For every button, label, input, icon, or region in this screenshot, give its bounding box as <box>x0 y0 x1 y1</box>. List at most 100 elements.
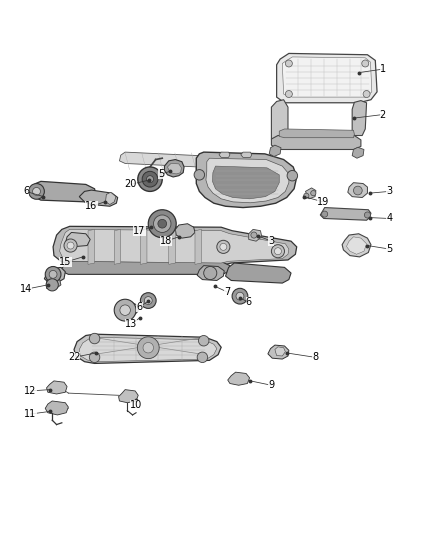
Text: 5: 5 <box>158 169 165 179</box>
Polygon shape <box>120 152 258 169</box>
Polygon shape <box>277 53 377 103</box>
Polygon shape <box>352 147 364 158</box>
Circle shape <box>145 297 152 304</box>
Polygon shape <box>228 372 250 385</box>
Circle shape <box>272 245 285 258</box>
Polygon shape <box>197 265 224 280</box>
Text: 16: 16 <box>85 201 98 211</box>
Circle shape <box>286 60 292 67</box>
Text: 6: 6 <box>23 187 29 196</box>
Circle shape <box>311 190 316 196</box>
Text: 6: 6 <box>137 302 143 312</box>
Circle shape <box>232 288 248 304</box>
Circle shape <box>143 343 153 353</box>
Circle shape <box>251 232 257 238</box>
Polygon shape <box>272 135 361 149</box>
Polygon shape <box>275 347 286 356</box>
Text: 2: 2 <box>380 110 386 119</box>
Polygon shape <box>175 224 195 238</box>
Polygon shape <box>272 100 288 149</box>
Circle shape <box>158 220 166 228</box>
Text: 19: 19 <box>317 197 329 207</box>
Polygon shape <box>320 207 371 220</box>
Polygon shape <box>60 229 289 263</box>
Text: 18: 18 <box>159 236 172 246</box>
Polygon shape <box>44 268 65 283</box>
Circle shape <box>67 242 74 249</box>
Circle shape <box>153 215 171 232</box>
Text: 3: 3 <box>268 236 275 246</box>
Text: 9: 9 <box>268 380 275 390</box>
Circle shape <box>147 176 153 183</box>
Text: 20: 20 <box>125 180 137 189</box>
Polygon shape <box>46 279 61 289</box>
Polygon shape <box>352 101 367 135</box>
Circle shape <box>362 60 369 67</box>
Circle shape <box>286 91 292 98</box>
Polygon shape <box>62 261 230 274</box>
Circle shape <box>49 270 57 278</box>
Polygon shape <box>53 227 297 265</box>
Circle shape <box>120 305 131 316</box>
Polygon shape <box>169 229 175 264</box>
Circle shape <box>364 212 371 218</box>
Circle shape <box>64 239 77 252</box>
Polygon shape <box>348 183 367 198</box>
Circle shape <box>45 266 61 282</box>
Circle shape <box>236 292 244 300</box>
Circle shape <box>32 188 40 195</box>
Circle shape <box>89 352 100 362</box>
Circle shape <box>138 167 162 191</box>
Polygon shape <box>45 401 68 415</box>
Polygon shape <box>283 57 372 97</box>
Circle shape <box>89 333 100 344</box>
Circle shape <box>141 293 156 309</box>
Circle shape <box>198 335 209 346</box>
Polygon shape <box>74 334 221 364</box>
Polygon shape <box>305 188 316 199</box>
Text: 8: 8 <box>312 352 318 362</box>
Polygon shape <box>88 229 95 264</box>
Text: 17: 17 <box>133 225 146 236</box>
Circle shape <box>114 299 136 321</box>
Text: 22: 22 <box>68 352 80 362</box>
Circle shape <box>142 171 158 187</box>
Text: 6: 6 <box>246 297 252 308</box>
Text: 4: 4 <box>386 214 392 223</box>
Circle shape <box>197 352 208 362</box>
Circle shape <box>353 186 362 195</box>
Circle shape <box>220 244 227 251</box>
Polygon shape <box>206 158 289 203</box>
Circle shape <box>363 91 370 98</box>
Text: 12: 12 <box>24 386 36 396</box>
Polygon shape <box>342 234 371 257</box>
Circle shape <box>287 171 297 181</box>
Polygon shape <box>167 164 181 174</box>
Polygon shape <box>195 229 201 264</box>
Circle shape <box>46 279 58 291</box>
Circle shape <box>304 193 309 198</box>
Polygon shape <box>31 181 96 202</box>
Circle shape <box>321 211 328 217</box>
Circle shape <box>138 337 159 359</box>
Polygon shape <box>117 302 138 317</box>
Circle shape <box>275 248 282 255</box>
Text: 14: 14 <box>20 284 32 294</box>
Circle shape <box>148 210 176 238</box>
Polygon shape <box>141 229 147 264</box>
Circle shape <box>28 183 44 199</box>
Polygon shape <box>119 390 138 403</box>
Text: 13: 13 <box>125 319 137 329</box>
Text: 10: 10 <box>130 400 142 410</box>
Circle shape <box>217 240 230 253</box>
Polygon shape <box>346 237 367 254</box>
Polygon shape <box>212 166 279 199</box>
Polygon shape <box>164 159 184 177</box>
Polygon shape <box>249 229 262 241</box>
Text: 7: 7 <box>224 287 230 297</box>
Polygon shape <box>268 345 289 359</box>
Polygon shape <box>196 152 297 207</box>
Polygon shape <box>114 229 121 264</box>
Text: 1: 1 <box>380 64 386 74</box>
Polygon shape <box>79 337 217 362</box>
